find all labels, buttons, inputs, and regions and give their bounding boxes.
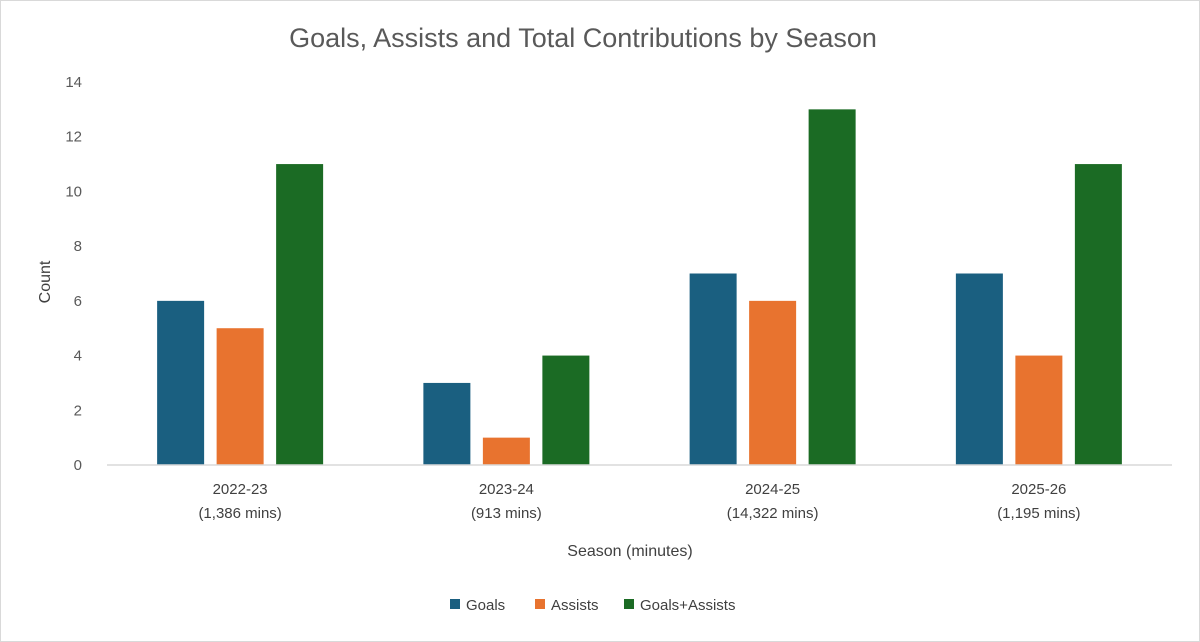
x-tick-label-season: 2025-26 [1011,481,1066,498]
legend-label-goals-assists: Goals+Assists [640,597,735,614]
y-tick-label: 10 [65,183,82,200]
y-tick-label: 12 [65,129,82,146]
x-tick-label-minutes: (913 mins) [471,505,542,522]
bars [157,109,1122,466]
bar-assists-2024-25 [749,300,797,465]
bar-goals-assists-2025-26 [1074,164,1122,466]
chart-title: Goals, Assists and Total Contributions b… [289,23,877,53]
x-tick-label-minutes: (14,322 mins) [727,505,819,522]
legend-swatch-goals-assists [624,599,634,609]
bar-goals-2024-25 [689,273,737,465]
y-tick-label: 6 [74,293,82,310]
legend-label-assists: Assists [551,597,599,614]
y-axis-ticks: 0 2 4 6 8 10 12 14 [65,74,82,474]
y-tick-label: 8 [74,238,82,255]
bar-goals-assists-2022-23 [276,164,324,466]
x-tick-label-season: 2023-24 [479,481,534,498]
bar-goals-2023-24 [423,382,471,465]
x-axis-labels: 2022-23 (1,386 mins) 2023-24 (913 mins) 2024… [198,481,1080,522]
y-tick-label: 14 [65,74,82,91]
bar-goals-2025-26 [955,273,1003,465]
y-tick-label: 2 [74,402,82,419]
bar-assists-2025-26 [1015,355,1063,465]
bar-goals-2022-23 [157,300,205,465]
y-tick-label: 0 [74,457,82,474]
x-tick-label-minutes: (1,195 mins) [997,505,1080,522]
legend: Goals Assists Goals+Assists [450,597,735,614]
y-axis-title: Count [37,260,54,303]
legend-swatch-goals [450,599,460,609]
bar-goals-assists-2023-24 [542,355,590,465]
legend-swatch-assists [535,599,545,609]
x-tick-label-minutes: (1,386 mins) [198,505,281,522]
y-tick-label: 4 [74,348,82,365]
bar-assists-2023-24 [482,437,530,465]
legend-label-goals: Goals [466,597,505,614]
bar-assists-2022-23 [216,328,264,465]
x-axis-title: Season (minutes) [567,543,692,560]
bar-goals-assists-2024-25 [808,109,856,465]
x-tick-label-season: 2024-25 [745,481,800,498]
x-tick-label-season: 2022-23 [213,481,268,498]
